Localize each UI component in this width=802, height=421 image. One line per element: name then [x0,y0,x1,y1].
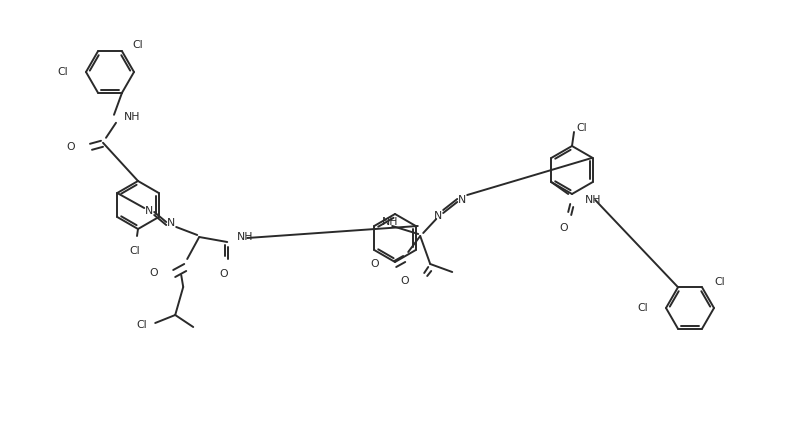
Text: O: O [400,276,409,286]
Text: N: N [145,206,153,216]
Text: Cl: Cl [575,123,586,133]
Text: Cl: Cl [130,246,140,256]
Text: O: O [219,269,227,279]
Text: Cl: Cl [57,67,68,77]
Text: Cl: Cl [637,303,647,313]
Text: N: N [434,211,442,221]
Text: N: N [457,195,466,205]
Text: O: O [67,142,75,152]
Text: Cl: Cl [132,40,143,50]
Text: N: N [167,218,175,228]
Text: NH: NH [124,112,140,122]
Text: NH: NH [585,195,601,205]
Text: O: O [149,268,158,278]
Text: O: O [558,223,567,233]
Text: NH: NH [237,232,253,242]
Text: Cl: Cl [136,320,147,330]
Text: O: O [371,259,379,269]
Text: NH: NH [382,217,399,227]
Text: Cl: Cl [713,277,723,287]
